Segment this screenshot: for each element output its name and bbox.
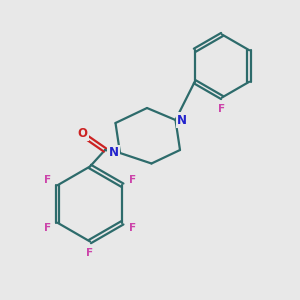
- Text: F: F: [129, 175, 136, 184]
- Text: O: O: [77, 127, 88, 140]
- Text: F: F: [44, 175, 51, 184]
- Text: F: F: [218, 104, 226, 114]
- Text: F: F: [129, 224, 136, 233]
- Text: F: F: [86, 248, 94, 258]
- Text: N: N: [108, 146, 118, 160]
- Text: F: F: [44, 224, 51, 233]
- Text: N: N: [177, 113, 187, 127]
